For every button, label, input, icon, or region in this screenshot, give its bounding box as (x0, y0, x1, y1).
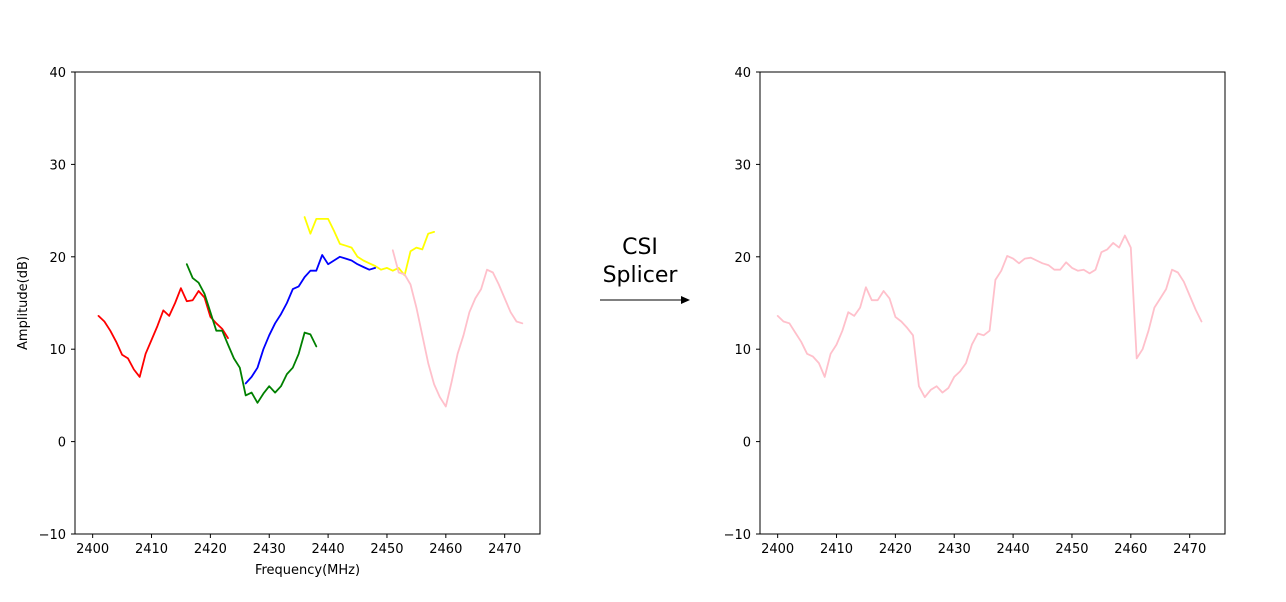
series-line-0 (97, 287, 229, 378)
x-tick-label: 2450 (370, 542, 403, 557)
x-tick-label: 2460 (429, 542, 462, 557)
y-tick-label: 10 (734, 343, 751, 358)
y-tick-label: 40 (734, 66, 751, 81)
y-tick-label: −10 (39, 528, 66, 543)
y-tick-label: 30 (734, 158, 751, 173)
y-tick-label: 20 (49, 251, 66, 266)
arrow-head-icon (681, 296, 690, 304)
x-tick-label: 2450 (1055, 542, 1088, 557)
x-tick-label: 2430 (253, 542, 286, 557)
x-tick-label: 2460 (1114, 542, 1147, 557)
x-tick-label: 2400 (761, 542, 794, 557)
annotation-line1: CSI (622, 235, 658, 260)
y-tick-label: −10 (724, 528, 751, 543)
x-tick-label: 2440 (312, 542, 345, 557)
y-tick-label: 0 (743, 436, 751, 451)
y-axis-label: Amplitude(dB) (16, 256, 31, 350)
series-line-2 (244, 254, 377, 385)
x-tick-label: 2420 (879, 542, 912, 557)
series-line-1 (185, 263, 318, 404)
plot-frame (759, 71, 1226, 535)
x-tick-label: 2470 (1173, 542, 1206, 557)
y-tick-label: 20 (734, 251, 751, 266)
y-tick-label: 0 (58, 436, 66, 451)
x-tick-label: 2410 (135, 542, 168, 557)
annotation-group: CSI Splicer (600, 235, 690, 304)
chart-left: 2400 2410 2420 2430 2440 2450 2460 2470 −10 0 10 20… (16, 66, 541, 578)
x-tick-label: 2400 (76, 542, 109, 557)
x-tick-label: 2430 (938, 542, 971, 557)
x-tick-label: 2470 (488, 542, 521, 557)
x-axis-label: Frequency(MHz) (255, 563, 360, 578)
y-tick-label: 40 (49, 66, 66, 81)
plot-frame (74, 71, 541, 535)
x-tick-label: 2420 (194, 542, 227, 557)
x-tick-label: 2410 (820, 542, 853, 557)
y-tick-label: 30 (49, 158, 66, 173)
series-line-3 (303, 216, 436, 277)
y-tick-label: 10 (49, 343, 66, 358)
series-line-0 (776, 234, 1203, 399)
chart-right: 2400 2410 2420 2430 2440 2450 2460 2470 −10 0 10 20… (724, 66, 1226, 557)
x-tick-label: 2440 (997, 542, 1030, 557)
series-line-4 (391, 249, 524, 408)
annotation-line2: Splicer (603, 263, 679, 288)
